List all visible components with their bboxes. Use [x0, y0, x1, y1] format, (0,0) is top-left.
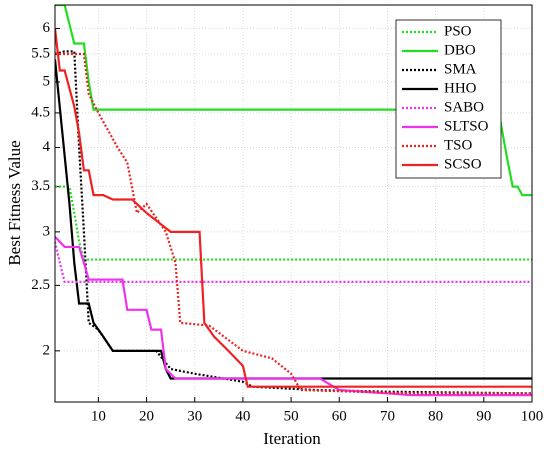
y-tick-label: 3.5: [31, 178, 50, 194]
series-line: [55, 185, 532, 261]
legend-label: PSO: [444, 23, 472, 39]
y-tick-label: 6: [43, 20, 51, 36]
legend-label: DBO: [444, 42, 476, 58]
y-tick-label: 4.5: [31, 104, 50, 120]
series-line: [55, 5, 532, 197]
series-line: [55, 59, 532, 380]
plot-frame: [54, 4, 533, 403]
legend-label: SMA: [444, 61, 477, 77]
x-tick-label: 80: [428, 408, 443, 424]
x-tick-label: 70: [380, 408, 395, 424]
legend-label: TSO: [444, 137, 473, 153]
y-tick-label: 4: [43, 139, 51, 155]
legend-label: SLTSO: [444, 118, 489, 134]
y-axis-label: Best Fitness Value: [5, 140, 24, 265]
y-tick-label: 5: [43, 73, 51, 89]
x-tick-label: 60: [332, 408, 347, 424]
legend-label: SCSO: [444, 156, 482, 172]
series-line: [55, 236, 532, 397]
y-tick-label: 2.5: [31, 277, 50, 293]
x-tick-label: 100: [521, 408, 544, 424]
x-tick-label: 30: [187, 408, 202, 424]
legend-label: HHO: [444, 80, 477, 96]
legend-box: [395, 19, 502, 179]
x-tick-label: 10: [91, 408, 106, 424]
x-tick-label: 40: [235, 408, 250, 424]
series-line: [55, 241, 532, 283]
x-tick-label: 50: [284, 408, 299, 424]
y-tick-label: 2: [43, 342, 51, 358]
series-line: [55, 28, 532, 388]
x-tick-label: 20: [139, 408, 154, 424]
y-tick-label: 3: [43, 223, 51, 239]
legend-label: SABO: [444, 99, 484, 115]
y-tick-label: 5.5: [31, 45, 50, 61]
x-tick-label: 90: [476, 408, 491, 424]
x-axis-label: Iteration: [263, 429, 321, 448]
